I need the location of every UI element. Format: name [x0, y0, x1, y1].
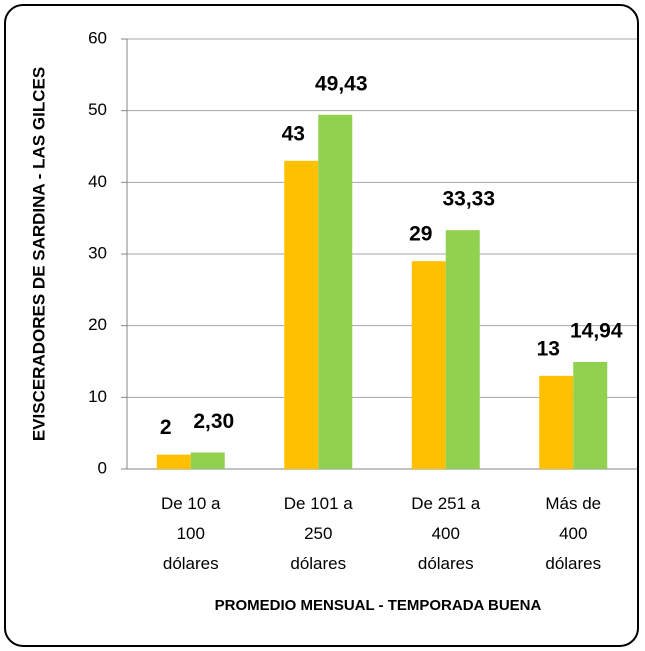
x-tick-label: Más de 400 dólares	[545, 494, 602, 573]
bar	[411, 261, 446, 469]
bar	[445, 230, 480, 469]
data-label: 33,33	[442, 188, 495, 211]
y-tick-label: 40	[88, 172, 107, 191]
y-tick-label: 0	[98, 458, 107, 477]
data-label: 13	[537, 337, 560, 360]
data-label: 49,43	[315, 72, 368, 95]
data-label: 2,30	[193, 410, 234, 433]
y-tick-label: 20	[88, 315, 107, 334]
data-label: 29	[409, 223, 432, 246]
data-label: 14,94	[570, 319, 623, 342]
x-axis-title: PROMEDIO MENSUAL - TEMPORADA BUENA	[215, 597, 542, 614]
y-tick-label: 30	[88, 243, 107, 262]
data-label: 2	[160, 416, 172, 439]
bar	[573, 361, 608, 469]
y-tick-label: 50	[88, 100, 107, 119]
y-axis-title: EVISCERADORES DE SARDINA - LAS GILCES	[29, 67, 48, 441]
data-label: 43	[282, 122, 305, 145]
x-tick-label: De 101 a 250 dólares	[283, 494, 353, 573]
bar	[190, 452, 225, 469]
y-tick-label: 10	[88, 387, 107, 406]
x-tick-label: De 10 a 100 dólares	[160, 494, 221, 573]
y-tick-label: 60	[88, 28, 107, 47]
bar	[156, 454, 191, 469]
x-tick-label: De 251 a 400 dólares	[411, 494, 481, 573]
bar	[539, 375, 574, 469]
bar	[318, 114, 353, 470]
bar	[284, 160, 319, 470]
